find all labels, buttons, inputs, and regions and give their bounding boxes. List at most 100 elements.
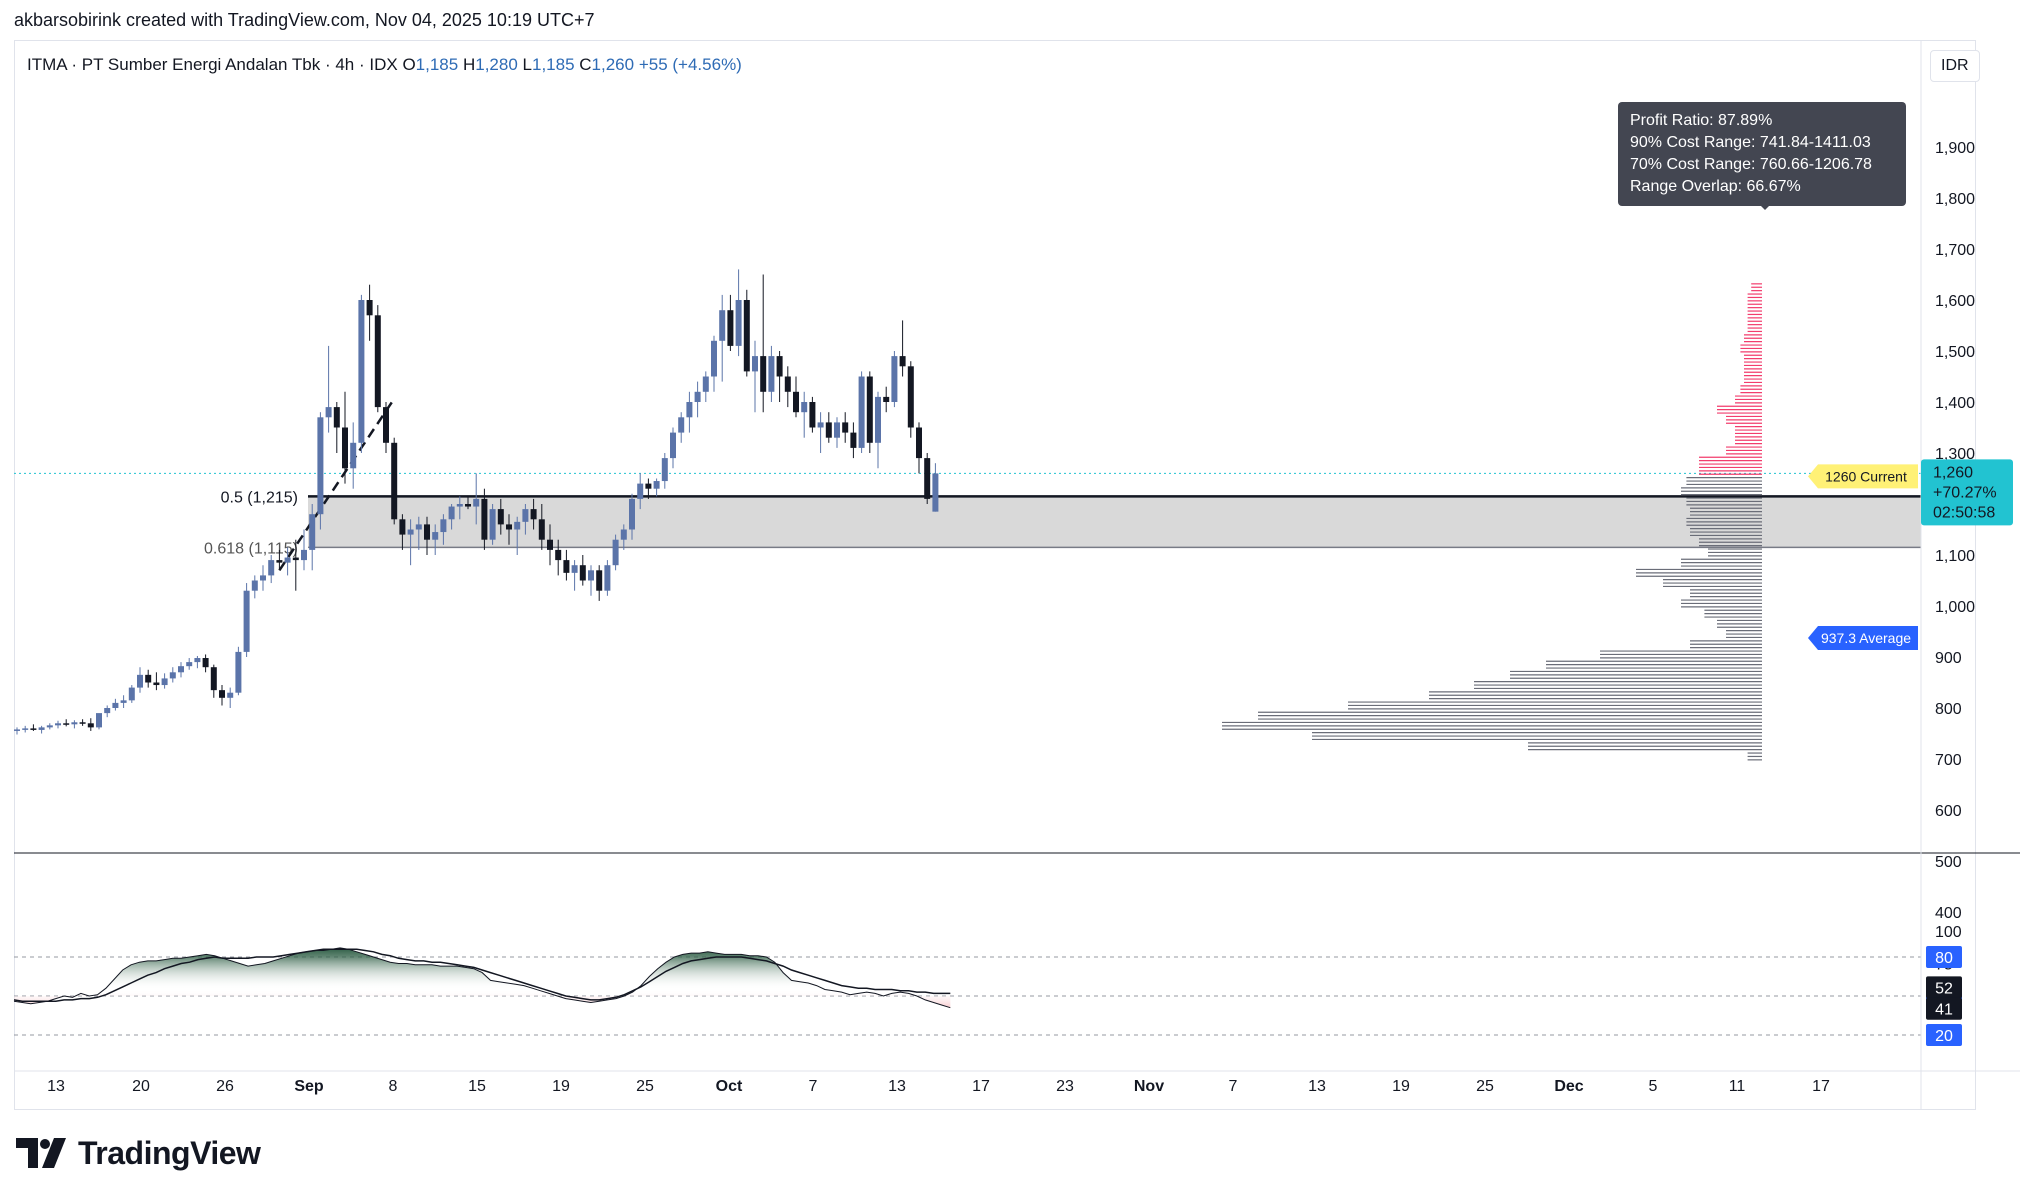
candle-body [645, 483, 652, 489]
time-axis-label: Nov [1134, 1078, 1164, 1095]
axes: 1,900 1,800 1,700 1,600 1,500 1,400 1,300 1,100… [14, 40, 2020, 1110]
price-axis-label: 400 [1935, 905, 1962, 922]
oscillator-axis-label: 100 [1935, 924, 1962, 941]
symbol-title: ITMA · PT Sumber Energi Andalan Tbk · 4h… [27, 55, 398, 74]
time-axis-label: 7 [809, 1078, 818, 1095]
candle-body [801, 402, 808, 413]
tooltip-pointer [1755, 200, 1775, 210]
swing-trend-line [278, 401, 394, 571]
time-axis-label: 19 [552, 1078, 570, 1095]
candle-body [825, 422, 832, 438]
candle-body [596, 570, 603, 591]
price-axis-label: 1,400 [1935, 395, 1975, 412]
candle-body [752, 356, 758, 372]
time-axis-label: 13 [47, 1078, 65, 1095]
candle-body [842, 422, 849, 433]
candle-body [235, 651, 242, 693]
candle-body [588, 570, 594, 581]
candle-body [481, 498, 488, 540]
candle-body [38, 727, 45, 730]
candle-body [219, 690, 225, 698]
candle-body [309, 514, 316, 550]
time-axis-label: 26 [216, 1078, 234, 1095]
candle-body [629, 498, 635, 530]
candle-body [456, 504, 463, 507]
candle-body [120, 700, 127, 703]
chart-caption: akbarsobirink created with TradingView.c… [14, 10, 595, 30]
trend-line [278, 401, 394, 571]
time-axis-label: Oct [716, 1078, 743, 1095]
candle-body [604, 565, 611, 591]
oscillator-area [14, 947, 951, 1008]
candle-body [776, 356, 783, 377]
price-axis-label: 1,000 [1935, 599, 1975, 616]
candle-body [735, 300, 742, 346]
candle-body [858, 376, 865, 448]
candle-body [727, 310, 734, 346]
candle-body [522, 509, 529, 522]
candle-body [809, 402, 816, 428]
fib-level-label: 0.5 (1,215) [221, 489, 298, 506]
time-axis-label: 11 [1729, 1078, 1746, 1095]
candle-body [899, 356, 906, 367]
oscillator-panel [13, 947, 1921, 1036]
oscillator-level-tag [1926, 946, 1962, 968]
candle-body [292, 557, 299, 561]
candle-body [399, 519, 406, 535]
candle-body [711, 340, 717, 377]
candle-body [637, 483, 644, 499]
candle-body [686, 402, 693, 418]
price-axis-label: 1,800 [1935, 191, 1975, 208]
candle-body [924, 458, 931, 499]
time-axis-label: 5 [1649, 1078, 1658, 1095]
time-axis-label: 15 [468, 1078, 486, 1095]
candle-body [907, 366, 914, 428]
candle-body [547, 539, 553, 550]
candle-body [227, 692, 234, 698]
tradingview-brand[interactable]: TradingView [16, 1133, 261, 1173]
candle-body [55, 723, 61, 726]
candle-body [342, 427, 348, 469]
candle-body [506, 524, 512, 530]
candle-body [301, 549, 307, 561]
candle-body [768, 356, 775, 392]
open-value: 1,185 [415, 55, 459, 74]
time-axis-label: 23 [1056, 1078, 1074, 1095]
candle-body [653, 481, 660, 489]
average-label-tag [1808, 625, 1918, 650]
candle-body [784, 376, 791, 392]
candle-body [497, 509, 504, 525]
time-axis-label: 7 [1229, 1078, 1238, 1095]
candle-body [793, 391, 799, 413]
candle-body [514, 521, 521, 530]
price-axis-label: 900 [1935, 650, 1962, 667]
time-axis-label: Sep [294, 1078, 324, 1095]
bar-countdown: 02:50:58 [1933, 504, 1995, 521]
candle-body [260, 575, 266, 581]
candle-body [350, 442, 357, 469]
candle-body [448, 506, 455, 520]
candle-body [14, 729, 20, 731]
time-axis-label: 17 [972, 1078, 990, 1095]
symbol-legend: ITMA · PT Sumber Energi Andalan Tbk · 4h… [27, 55, 742, 75]
range-overlap: Range Overlap: 66.67% [1630, 178, 1801, 195]
candle-body [473, 498, 480, 507]
candle-body [96, 713, 102, 728]
candle-body [579, 565, 586, 581]
fib-level-label: 0.618 (1,115) [204, 540, 298, 557]
candle-body [284, 557, 291, 563]
candle-body [743, 300, 750, 372]
last-price-value: 1,260 [1933, 464, 1973, 481]
time-axis-label: 25 [1476, 1078, 1494, 1095]
high-label: H [462, 55, 476, 74]
oscillator-level-tag-label: 80 [1935, 950, 1953, 967]
candle-body [374, 315, 381, 408]
currency-selector[interactable]: IDR [1930, 50, 1980, 82]
oscillator-level-tag [1926, 1024, 1962, 1046]
candle-body [145, 674, 152, 683]
time-axis-label: Dec [1554, 1078, 1583, 1095]
candle-body [440, 519, 447, 533]
volume-profile [1222, 283, 1762, 761]
price-axis-label: 1,900 [1935, 140, 1975, 157]
